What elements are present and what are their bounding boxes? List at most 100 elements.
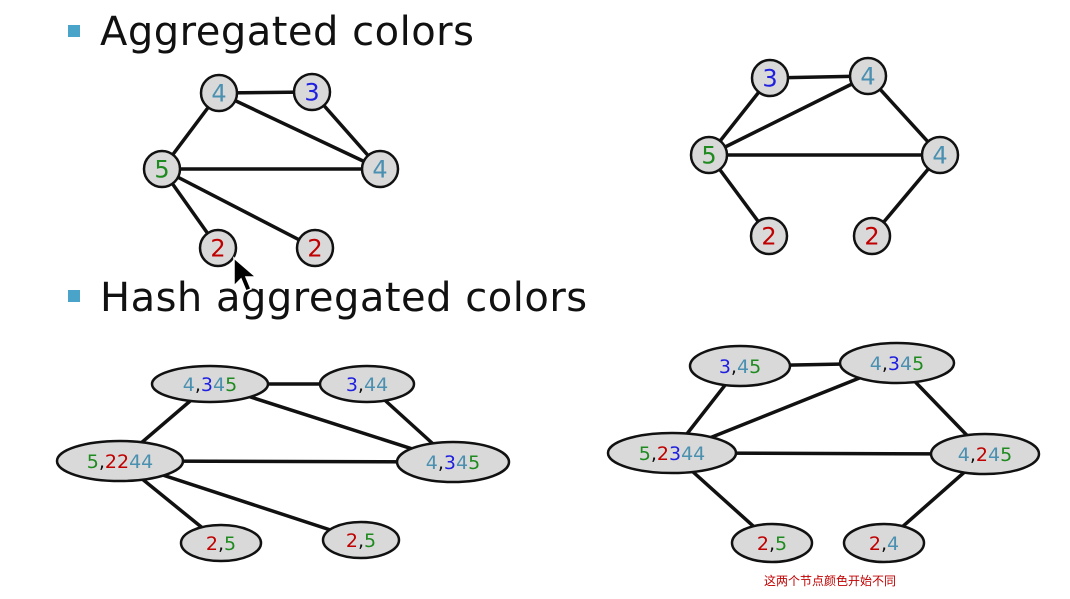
node-label-segment: 2 — [210, 235, 225, 263]
node-label: 4 — [860, 63, 875, 91]
node-label: 2,4 — [869, 533, 899, 555]
node-label: 4 — [211, 80, 226, 108]
node-label-segment: 3 — [346, 374, 358, 396]
node-label-segment: 3 — [719, 356, 731, 378]
node-label-segment: 5 — [1000, 444, 1012, 466]
node-label: 2,5 — [206, 533, 236, 555]
mouse-cursor-icon — [233, 256, 259, 292]
bullet-marker — [68, 290, 80, 302]
graph-node — [730, 522, 814, 564]
node-label-segment: 4 — [213, 374, 225, 396]
node-label-segment: 5 — [468, 452, 480, 474]
node-label-segment: 5 — [912, 353, 924, 375]
node-label-segment: 5 — [701, 142, 716, 170]
graph-node — [838, 341, 956, 385]
node-label-segment: 4 — [456, 452, 468, 474]
node-label: 4,345 — [183, 374, 237, 396]
node-label-segment: 4 — [887, 533, 899, 555]
node-label: 5,2244 — [87, 451, 154, 473]
agg-right-graph: 3 4 5 4 2 2 — [689, 56, 960, 256]
edge-b-c — [708, 74, 869, 157]
node-label: 2,5 — [346, 530, 376, 552]
node-label: 2,5 — [757, 533, 787, 555]
node-label: 5 — [701, 142, 716, 170]
node-label-segment: 5 — [749, 356, 761, 378]
node-label-segment: 4 — [681, 443, 693, 465]
node-label-segment: 2 — [869, 533, 881, 555]
node-label-segment: 4 — [988, 444, 1000, 466]
node-label-segment: 2 — [757, 533, 769, 555]
node-label: 2 — [864, 223, 879, 251]
node-label-segment: , — [438, 452, 444, 474]
node-label-segment: 3 — [762, 65, 777, 93]
node-label-segment: 5 — [364, 530, 376, 552]
node-label-segment: , — [99, 451, 105, 473]
node-label-segment: , — [882, 353, 888, 375]
node-label-segment: 4 — [693, 443, 705, 465]
node-label-segment: 5 — [639, 443, 651, 465]
node-label: 3,45 — [719, 356, 761, 378]
node-label-segment: , — [358, 374, 364, 396]
graph-node — [688, 344, 792, 388]
node-label-segment: 2 — [657, 443, 669, 465]
node-label-segment: 2 — [346, 530, 358, 552]
node-label-segment: 2 — [307, 235, 322, 263]
node-label-segment: 4 — [376, 374, 388, 396]
section-heading-hash-aggregated: Hash aggregated colors — [100, 275, 588, 321]
node-label: 3,44 — [346, 374, 388, 396]
graph-node — [848, 56, 888, 96]
graph-node — [852, 216, 892, 256]
node-label: 4,345 — [426, 452, 480, 474]
graph-node — [292, 72, 332, 112]
node-label: 4,245 — [958, 444, 1012, 466]
node-label-segment: 5 — [154, 156, 169, 184]
node-label-segment: 4 — [958, 444, 970, 466]
node-label: 3 — [304, 79, 319, 107]
node-label-segment: 5 — [775, 533, 787, 555]
graph-node — [142, 149, 182, 189]
graph-node — [395, 440, 511, 484]
annotation-note: 这两个节点颜色开始不同 — [764, 574, 897, 588]
node-label: 2 — [761, 223, 776, 251]
node-label-segment: 4 — [932, 142, 947, 170]
graph-node — [750, 58, 790, 98]
node-label-segment: 5 — [224, 533, 236, 555]
node-label-segment: 4 — [129, 451, 141, 473]
node-label-segment: 2 — [864, 223, 879, 251]
graph-node — [606, 431, 738, 475]
edge-a-d — [218, 91, 381, 171]
graph-node — [295, 228, 335, 268]
node-label-segment: 5 — [87, 451, 99, 473]
node-label-segment: 4 — [870, 353, 882, 375]
node-label-segment: 3 — [304, 79, 319, 107]
graph-node — [689, 135, 729, 175]
graph-node — [55, 439, 185, 483]
node-label-segment: 3 — [888, 353, 900, 375]
graph-node — [920, 135, 960, 175]
node-label-segment: 2 — [117, 451, 129, 473]
node-label-segment: 4 — [211, 80, 226, 108]
node-label: 3 — [762, 65, 777, 93]
node-label-segment: 5 — [225, 374, 237, 396]
node-label: 5,2344 — [639, 443, 706, 465]
node-label-segment: 3 — [201, 374, 213, 396]
node-label-segment: 4 — [372, 156, 387, 184]
node-label: 4 — [372, 156, 387, 184]
node-label-segment: 4 — [900, 353, 912, 375]
graph-node — [929, 432, 1041, 476]
node-label: 4,345 — [870, 353, 924, 375]
agg-left-graph: 4 3 5 4 2 2 — [142, 72, 400, 268]
node-label-segment: , — [881, 533, 887, 555]
node-label-segment: 2 — [105, 451, 117, 473]
graph-node — [198, 228, 238, 268]
node-label-segment: 4 — [183, 374, 195, 396]
node-label: 5 — [154, 156, 169, 184]
bullet-marker — [68, 25, 80, 37]
node-label-segment: 4 — [364, 374, 376, 396]
node-label: 4 — [932, 142, 947, 170]
node-label-segment: , — [651, 443, 657, 465]
node-label-segment: 3 — [669, 443, 681, 465]
